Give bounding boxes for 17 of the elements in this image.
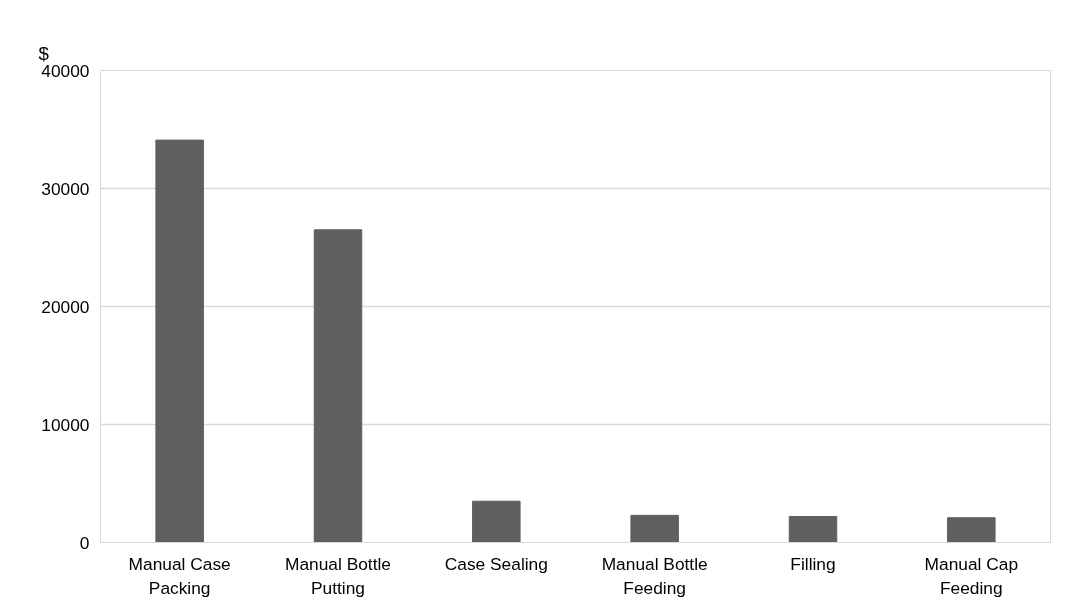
bar — [472, 500, 521, 543]
x-tick-label: Filling — [790, 553, 836, 574]
bar — [630, 514, 679, 543]
x-tick-label: Manual Case Packing — [128, 553, 231, 598]
y-tick-label: 30000 — [41, 178, 90, 199]
y-axis-title: $ — [38, 42, 50, 64]
y-tick-label: 0 — [79, 532, 90, 553]
bar — [313, 229, 363, 543]
bar — [947, 517, 996, 543]
bar — [155, 139, 204, 543]
x-tick-label: Manual Cap Feeding — [924, 553, 1019, 598]
x-tick-label: Manual Bottle Feeding — [601, 553, 708, 598]
x-tick-label: Case Sealing — [444, 553, 548, 574]
bar — [788, 516, 838, 543]
y-tick-label: 10000 — [41, 414, 90, 435]
y-tick-label: 20000 — [41, 296, 90, 317]
x-tick-label: Manual Bottle Putting — [285, 553, 391, 598]
